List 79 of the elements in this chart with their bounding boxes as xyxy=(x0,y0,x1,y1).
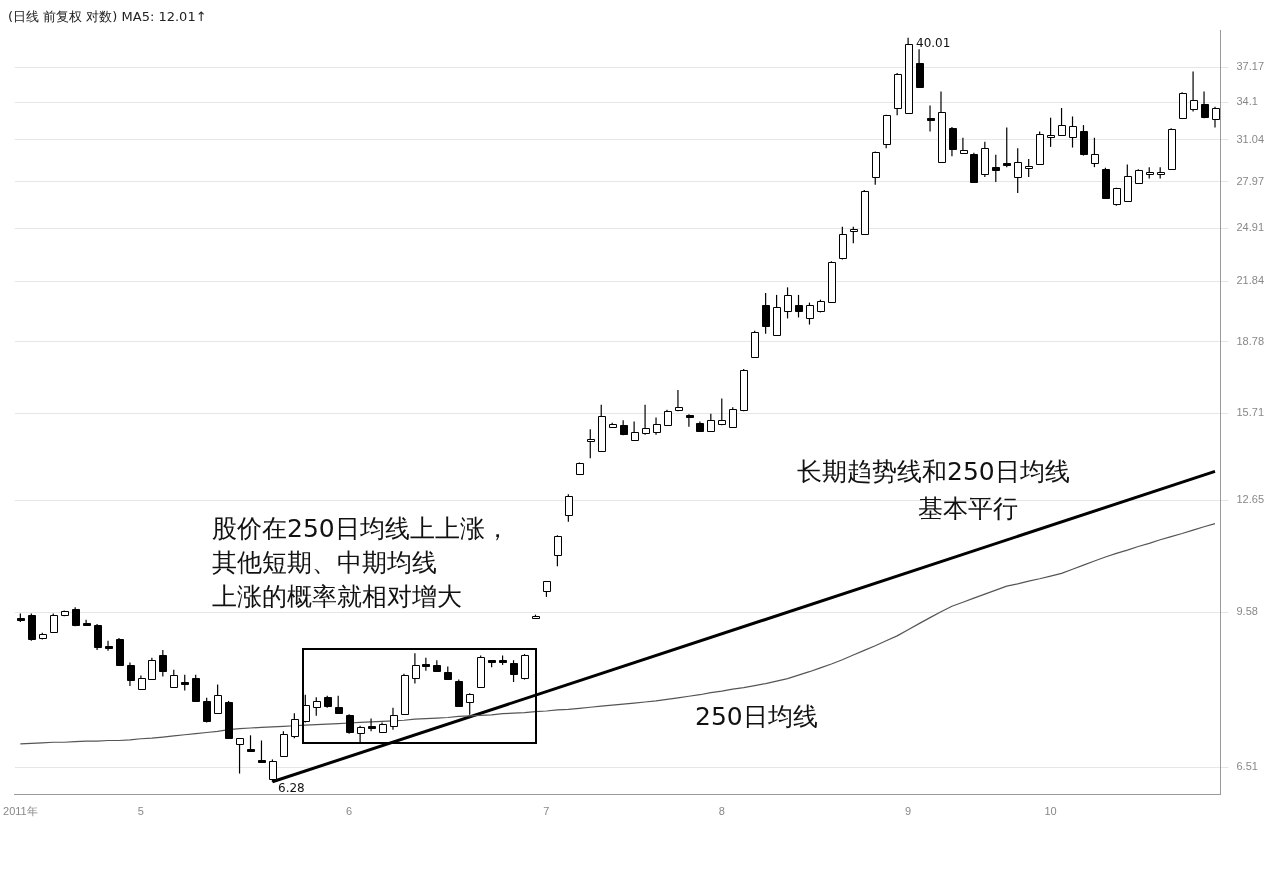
candlestick xyxy=(718,398,726,426)
candlestick xyxy=(1025,158,1033,178)
candlestick xyxy=(1201,91,1209,119)
y-tick-label: 37.17 xyxy=(1236,60,1264,73)
x-tick-label: 5 xyxy=(137,805,144,818)
candlestick xyxy=(1003,127,1011,168)
candlestick xyxy=(280,730,288,758)
candlestick xyxy=(916,48,924,89)
candlestick xyxy=(83,619,91,626)
candlestick xyxy=(368,717,376,732)
candlestick xyxy=(510,659,518,683)
annotation: 其他短期、中期均线 xyxy=(212,547,437,579)
x-tick-label: 2011年 xyxy=(3,805,38,818)
chart-title: (日线 前复权 对数) MA5: 12.01↑ xyxy=(8,8,207,26)
candlestick xyxy=(203,697,211,724)
candlestick xyxy=(258,739,266,763)
y-tick-label: 24.91 xyxy=(1236,221,1264,234)
candlestick xyxy=(960,137,968,154)
candlestick xyxy=(1190,70,1198,113)
candlestick xyxy=(839,226,847,260)
annotation: 股价在250日均线上上涨， xyxy=(212,513,510,545)
annotation: 上涨的概率就相对增大 xyxy=(212,581,462,613)
candlestick xyxy=(412,652,420,685)
y-tick-label: 21.84 xyxy=(1236,274,1264,287)
annotation: 6.28 xyxy=(278,781,305,795)
y-tick-label: 18.78 xyxy=(1236,334,1264,347)
candlestick xyxy=(1047,117,1055,148)
candlestick xyxy=(159,649,167,678)
candlestick xyxy=(291,712,299,739)
candlestick xyxy=(127,661,135,687)
candlestick xyxy=(422,657,430,672)
candlestick xyxy=(1069,115,1077,149)
candlestick xyxy=(784,286,792,320)
candlestick xyxy=(631,420,639,442)
candlestick xyxy=(1058,107,1066,137)
y-tick-label: 6.51 xyxy=(1236,760,1258,773)
candlestick xyxy=(50,612,58,634)
annotation: 40.01 xyxy=(916,36,951,50)
candlestick xyxy=(762,292,770,335)
candlestick xyxy=(565,493,573,523)
x-tick-label: 9 xyxy=(905,805,912,818)
candlestick xyxy=(806,302,814,326)
candlestick xyxy=(214,683,222,715)
candlestick xyxy=(554,534,562,567)
y-tick-label: 34.1 xyxy=(1236,95,1258,108)
candlestick xyxy=(521,653,529,681)
y-tick-label: 15.71 xyxy=(1236,406,1264,419)
candlestick xyxy=(1212,106,1220,129)
candlestick xyxy=(795,294,803,319)
candlestick xyxy=(1091,137,1099,168)
candlestick xyxy=(357,725,365,743)
annotation: 250日均线 xyxy=(695,701,818,733)
annotation: 基本平行 xyxy=(918,493,1018,525)
x-tick-label: 8 xyxy=(718,805,725,818)
x-tick-label: 7 xyxy=(543,805,550,818)
candlestick xyxy=(949,126,957,157)
candlestick xyxy=(1080,124,1088,157)
candlestick xyxy=(1014,147,1022,194)
candlestick xyxy=(94,623,102,651)
x-tick-label: 6 xyxy=(346,805,353,818)
y-tick-label: 31.04 xyxy=(1236,132,1264,145)
candlestick xyxy=(587,428,595,459)
candlestick xyxy=(236,737,244,775)
candlestick xyxy=(313,696,321,717)
candlestick xyxy=(346,713,354,735)
candlestick xyxy=(192,674,200,703)
candlestick xyxy=(992,154,1000,183)
y-tick-label: 9.58 xyxy=(1236,605,1258,618)
candlestick xyxy=(686,413,694,428)
annotation: 长期趋势线和250日均线 xyxy=(797,456,1070,488)
x-tick-label: 10 xyxy=(1044,805,1057,818)
candlestick xyxy=(642,404,650,436)
candlestick xyxy=(927,105,935,132)
y-tick-label: 12.65 xyxy=(1236,493,1264,506)
y-tick-label: 27.97 xyxy=(1236,174,1264,187)
candlestick xyxy=(466,692,474,716)
candlestick xyxy=(390,707,398,731)
candlestick xyxy=(105,640,113,652)
candlestick xyxy=(28,612,36,642)
